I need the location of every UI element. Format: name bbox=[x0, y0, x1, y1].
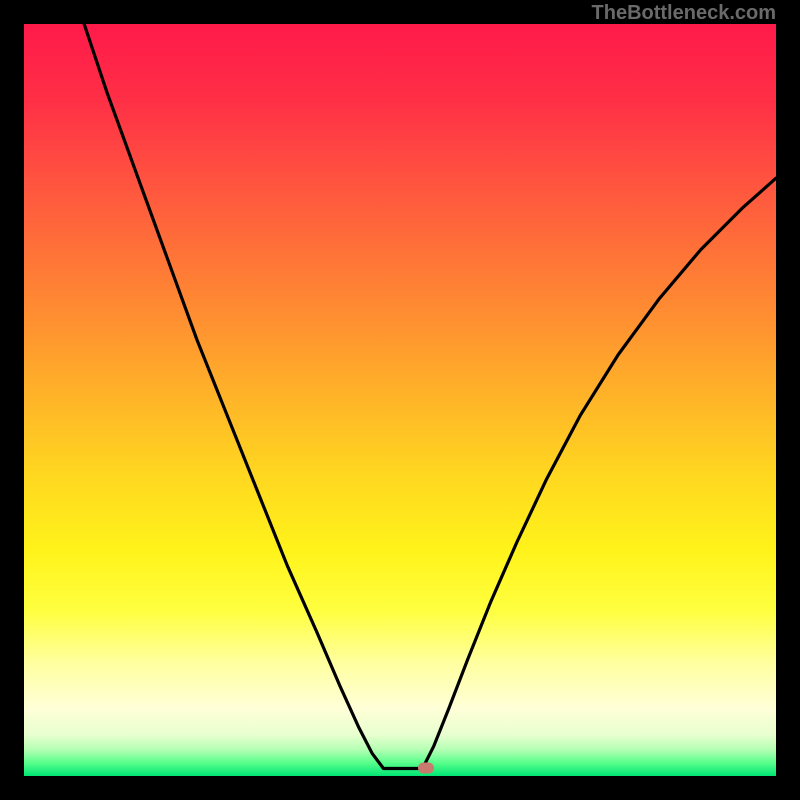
chart-frame bbox=[24, 24, 776, 776]
bottleneck-curve bbox=[24, 24, 776, 776]
minimum-marker-icon bbox=[418, 763, 434, 774]
watermark-text: TheBottleneck.com bbox=[592, 2, 776, 25]
